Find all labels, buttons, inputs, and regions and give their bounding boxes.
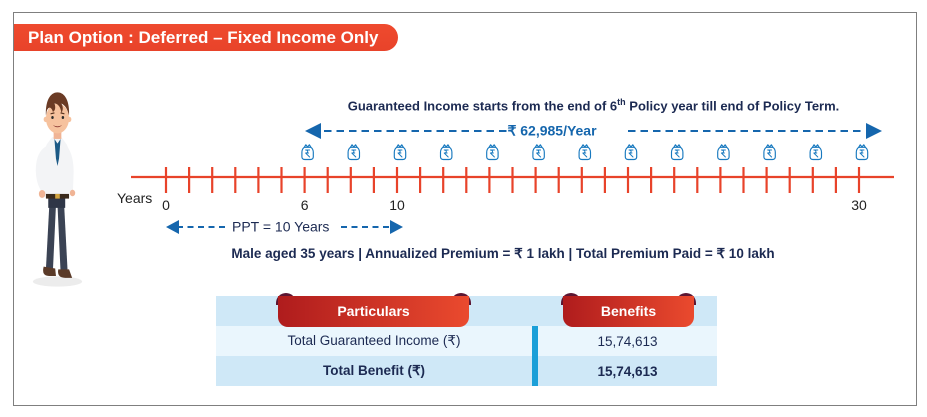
svg-text:₹ 62,985/Year: ₹ 62,985/Year <box>507 123 597 139</box>
svg-text:10: 10 <box>389 197 405 213</box>
svg-text:0: 0 <box>162 197 170 213</box>
svg-text:6: 6 <box>301 197 309 213</box>
svg-text:PPT = 10 Years: PPT = 10 Years <box>232 219 329 235</box>
svg-text:30: 30 <box>851 197 867 213</box>
